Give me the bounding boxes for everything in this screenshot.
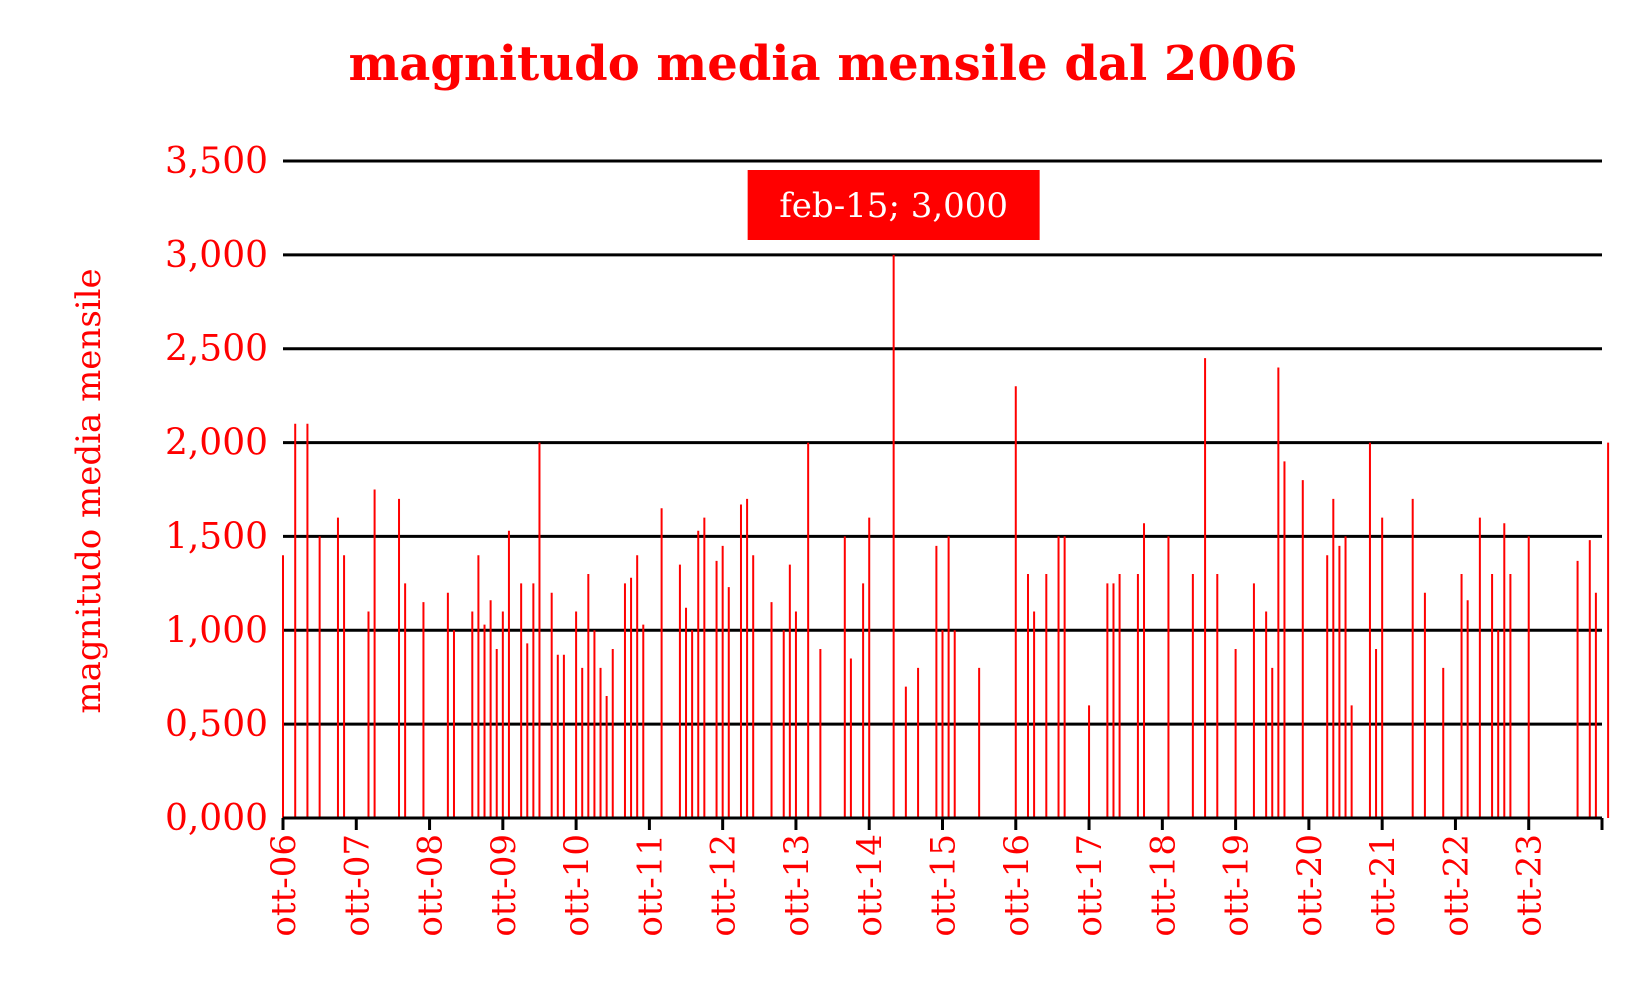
annotation-box bbox=[747, 170, 1040, 240]
bars bbox=[282, 254, 1610, 818]
x-tick-label: ott-06 bbox=[264, 834, 304, 937]
x-tick-label: ott-12 bbox=[704, 834, 744, 937]
x-tick-label: ott-13 bbox=[777, 834, 817, 937]
x-tick-label: ott-22 bbox=[1436, 834, 1476, 937]
x-tick-label: ott-21 bbox=[1363, 834, 1403, 937]
axes bbox=[281, 816, 1604, 830]
x-tick-label: ott-10 bbox=[557, 834, 597, 937]
y-tick-label: 3,000 bbox=[165, 235, 268, 276]
annotation-text: feb-15; 3,000 bbox=[779, 186, 1008, 226]
x-tick-label: ott-20 bbox=[1290, 834, 1330, 937]
x-tick-label: ott-15 bbox=[924, 834, 964, 937]
x-tick-label: ott-23 bbox=[1510, 834, 1550, 937]
y-axis-label: magnitudo media mensile bbox=[69, 268, 109, 713]
y-tick-labels: 0,000 0,500 1,000 1,500 2,000 2,500 3,000 3,500 bbox=[165, 141, 268, 839]
y-tick-label: 2,500 bbox=[165, 329, 268, 370]
x-tick-label: ott-11 bbox=[630, 834, 670, 937]
annotation-label: feb-15; 3,000 bbox=[747, 170, 1040, 240]
x-tick-label: ott-08 bbox=[411, 834, 451, 937]
x-tick-label: ott-14 bbox=[850, 834, 890, 937]
x-tick-label: ott-09 bbox=[484, 834, 524, 937]
y-tick-label: 1,000 bbox=[165, 610, 268, 651]
y-tick-label: 0,500 bbox=[165, 704, 268, 745]
chart-title: magnitudo media mensile dal 2006 bbox=[348, 36, 1298, 92]
x-tick-label: ott-17 bbox=[1070, 834, 1110, 937]
x-tick-label: ott-07 bbox=[337, 834, 377, 937]
x-tick-label: ott-16 bbox=[997, 834, 1037, 937]
y-tick-label: 3,500 bbox=[165, 141, 268, 182]
y-tick-label: 2,000 bbox=[165, 423, 268, 464]
x-tick-label: ott-19 bbox=[1217, 834, 1257, 937]
x-tick-label: ott-18 bbox=[1143, 834, 1183, 937]
y-tick-label: 1,500 bbox=[165, 516, 268, 557]
y-tick-label: 0,000 bbox=[165, 798, 268, 839]
x-tick-labels: ott-06 ott-07 ott-08 ott-09 ott-10 ott-11 ott-… bbox=[264, 834, 1550, 937]
